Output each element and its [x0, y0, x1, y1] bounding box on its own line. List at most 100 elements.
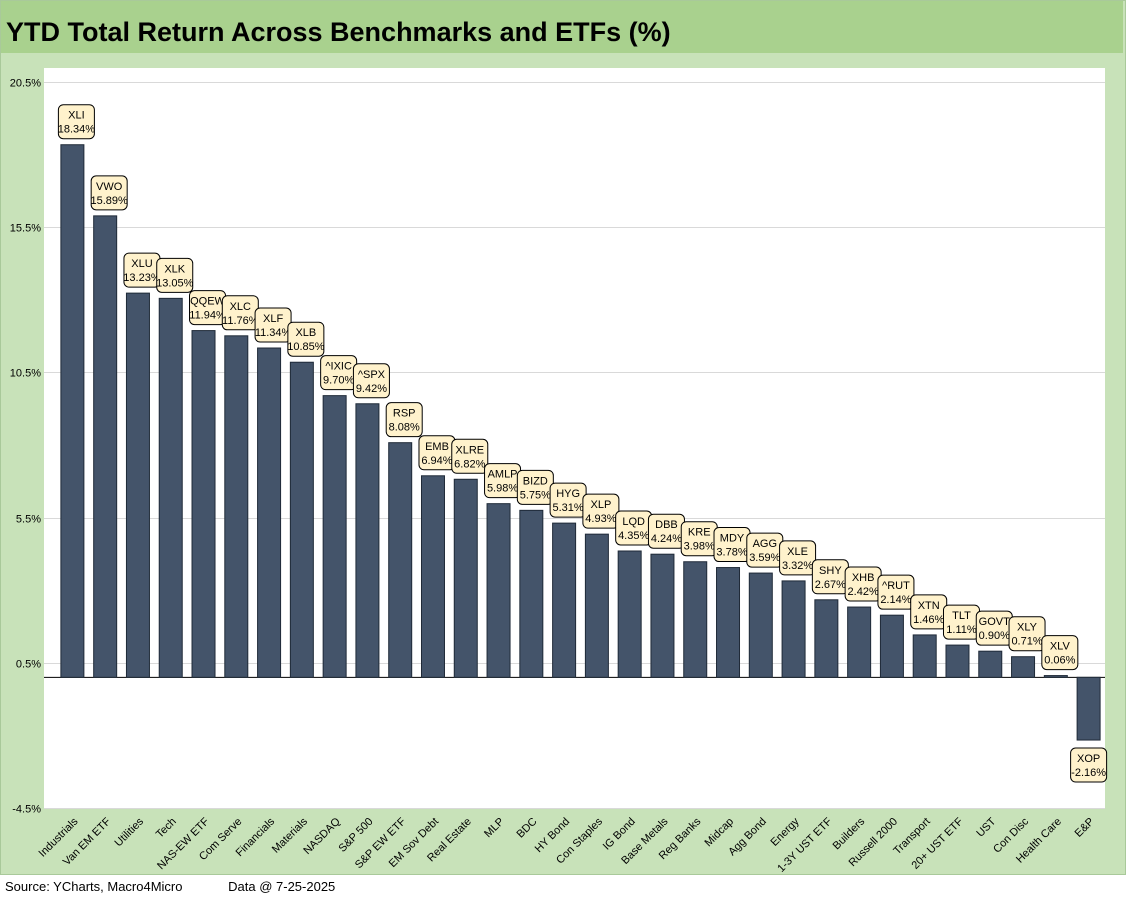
data-label-ticker: HYG — [556, 488, 580, 500]
bar — [60, 144, 85, 678]
data-label-ticker: XLP — [590, 499, 611, 511]
data-label-ticker: ^RUT — [882, 580, 910, 592]
data-label-value: 18.34% — [58, 124, 96, 136]
x-category-label: Utilities — [113, 815, 147, 849]
data-label-ticker: XLC — [230, 301, 251, 313]
bar — [224, 335, 249, 678]
y-tick-label: -4.5% — [12, 804, 41, 816]
data-label-box — [779, 540, 817, 576]
bar — [945, 644, 970, 678]
data-label-ticker: AMLP — [488, 469, 518, 481]
data-label-value: 9.70% — [323, 375, 354, 387]
bar — [388, 442, 413, 678]
data-label-ticker: DBB — [655, 519, 678, 531]
data-label-box — [877, 574, 915, 610]
data-label-ticker: KRE — [688, 527, 711, 539]
bar — [879, 614, 904, 678]
data-label-box — [287, 321, 325, 357]
data-label-value: 0.06% — [1044, 655, 1075, 667]
data-label-value: 6.82% — [454, 458, 485, 470]
y-tick-label: 15.5% — [10, 223, 41, 235]
data-label-ticker: XOP — [1077, 753, 1100, 765]
bar — [716, 567, 741, 678]
data-label-ticker: XLF — [263, 313, 283, 325]
x-category-label: BDC — [515, 816, 540, 841]
data-label-value: 1.11% — [946, 624, 977, 636]
data-label-value: 9.42% — [356, 383, 387, 395]
y-tick-label: 0.5% — [16, 659, 41, 671]
data-label-ticker: MDY — [720, 533, 745, 545]
bar — [519, 509, 544, 678]
data-label-ticker: XLB — [295, 327, 316, 339]
data-label-value: 15.89% — [91, 195, 129, 207]
data-label-ticker: RSP — [393, 408, 416, 420]
data-label-box — [57, 104, 95, 140]
data-label-value: 3.59% — [749, 552, 780, 564]
data-label-value: 5.98% — [487, 483, 518, 495]
title-bar: YTD Total Return Across Benchmarks and E… — [1, 1, 1123, 53]
chart-title: YTD Total Return Across Benchmarks and E… — [6, 17, 671, 47]
data-label-ticker: VWO — [96, 181, 123, 193]
data-label-box — [1041, 635, 1079, 671]
data-label-value: 5.31% — [553, 502, 584, 514]
data-label-value: 0.90% — [979, 630, 1010, 642]
data-label-ticker: EMB — [425, 441, 449, 453]
source-note: Source: YCharts, Macro4Micro — [5, 879, 183, 894]
data-label-ticker: ^SPX — [358, 369, 386, 381]
data-label-value: 10.85% — [287, 341, 325, 353]
bar — [683, 561, 708, 678]
footer: Source: YCharts, Macro4Micro Data @ 7-25… — [5, 879, 335, 894]
data-label-ticker: XTN — [918, 600, 940, 612]
data-label-ticker: XLK — [164, 263, 185, 275]
bar — [748, 572, 773, 678]
data-label-ticker: XLRE — [455, 444, 484, 456]
bar — [781, 580, 806, 678]
bar-chart: -4.5% 0.5% 5.5% 10.5% 15.5% 20.5% XLI 18.34% VWO… — [10, 78, 1108, 873]
bar — [486, 503, 511, 678]
data-label-value: 4.24% — [651, 533, 682, 545]
data-label-value: -2.16% — [1071, 767, 1106, 779]
data-label-value: 1.46% — [913, 614, 944, 626]
data-label-value: 0.71% — [1011, 636, 1042, 648]
data-label-box — [1070, 747, 1108, 783]
x-category-label: Tech — [154, 816, 179, 841]
data-label-ticker: XHB — [852, 572, 875, 584]
bar — [289, 361, 314, 678]
data-label-value: 11.76% — [222, 315, 259, 327]
data-label-value: 13.05% — [156, 277, 194, 289]
data-label-value: 2.14% — [880, 594, 911, 606]
bar — [978, 650, 1003, 678]
data-label-value: 6.94% — [421, 455, 452, 467]
data-label-box — [1008, 616, 1046, 652]
x-category-label: UST — [974, 815, 998, 839]
data-label-value: 4.35% — [618, 530, 649, 542]
x-category-label: NASDAQ — [301, 815, 343, 857]
data-label-box — [90, 175, 128, 211]
bar — [912, 634, 937, 678]
bar — [584, 533, 609, 678]
data-label-ticker: LQD — [622, 516, 645, 528]
data-label-value: 3.98% — [684, 541, 715, 553]
y-tick-label: 10.5% — [10, 368, 41, 380]
data-label-value: 8.08% — [389, 422, 420, 434]
data-label-value: 3.32% — [782, 560, 813, 572]
data-label-ticker: XLE — [787, 546, 808, 558]
x-category-label: E&P — [1073, 816, 1097, 840]
bar — [453, 478, 478, 678]
data-label-value: 4.93% — [585, 513, 616, 525]
data-label-ticker: AGG — [753, 538, 777, 550]
bar — [420, 475, 445, 678]
bar — [322, 395, 347, 678]
data-label-value: 11.94% — [189, 310, 226, 322]
data-label-ticker: XLY — [1017, 622, 1038, 634]
data-label-value: 2.67% — [815, 579, 846, 591]
data-label-value: 13.23% — [123, 272, 161, 284]
data-label-ticker: ^IXIC — [325, 361, 352, 373]
bar — [847, 606, 872, 678]
data-label-value: 2.42% — [848, 586, 879, 598]
data-label-box — [451, 438, 489, 474]
bar — [814, 599, 839, 678]
bar — [355, 403, 380, 678]
data-label-ticker: SHY — [819, 565, 842, 577]
data-label-value: 11.34% — [255, 327, 292, 339]
